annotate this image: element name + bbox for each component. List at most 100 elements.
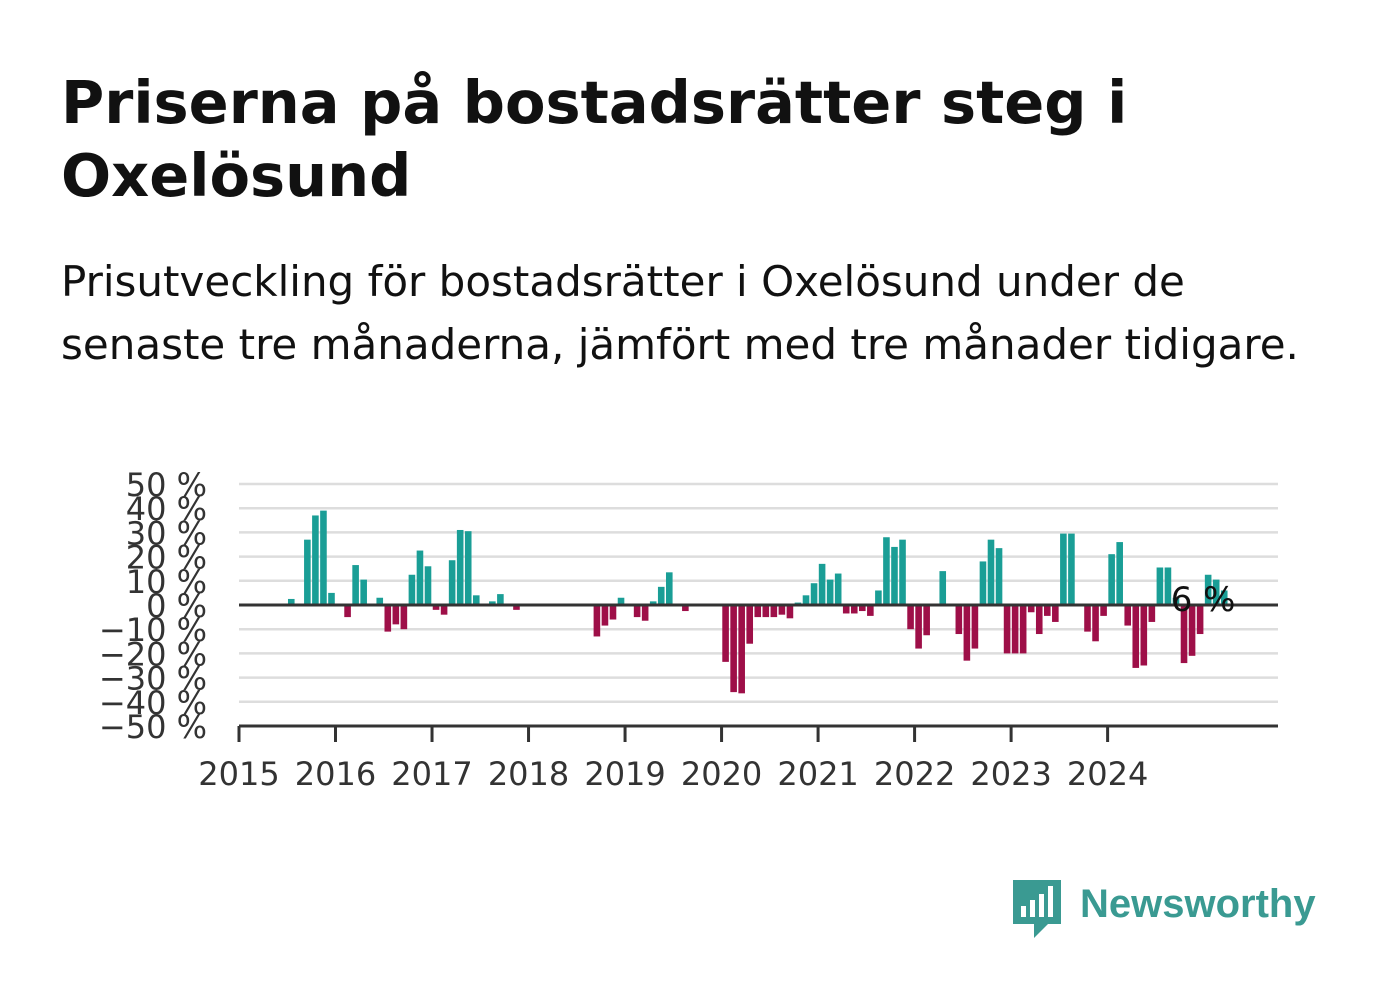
page-title: Priserna på bostadsrätter steg i Oxelösu… (61, 68, 1128, 210)
bar (1100, 605, 1107, 616)
bar (472, 595, 480, 605)
bar (641, 605, 649, 621)
bar (1140, 605, 1148, 666)
bar (915, 605, 922, 649)
y-tick-label: 40 % (126, 490, 207, 528)
bar (875, 590, 882, 605)
bar (907, 605, 914, 630)
bar (979, 561, 987, 605)
page-subtitle: Prisutveckling för bostadsrätter i Oxelö… (61, 257, 1299, 369)
bar (1011, 605, 1019, 654)
bar (1172, 597, 1180, 605)
bar (1204, 574, 1212, 605)
bar (1052, 605, 1059, 622)
bar (1124, 605, 1132, 626)
bar (432, 605, 440, 610)
annotations: 6 % (1171, 580, 1236, 620)
bar (448, 560, 456, 605)
bar (1148, 605, 1156, 622)
bar (513, 605, 520, 610)
bar (1180, 605, 1188, 664)
bar (489, 601, 496, 605)
bar (730, 605, 737, 693)
y-tick-label: −10 % (99, 611, 207, 649)
bar (867, 605, 874, 616)
bar (1220, 590, 1228, 605)
bar (987, 539, 995, 605)
bar (682, 605, 689, 612)
bar (464, 531, 472, 605)
bar (1164, 567, 1172, 605)
bar (400, 605, 408, 630)
bar (376, 597, 384, 605)
bar (456, 529, 464, 605)
bar (859, 605, 866, 612)
bar (1019, 605, 1027, 654)
newsworthy-brand: Newsworthy (1010, 878, 1330, 940)
y-tick-label: −40 % (99, 684, 207, 722)
bar (1116, 542, 1123, 605)
bar (746, 605, 754, 644)
bar (1003, 605, 1011, 654)
newsworthy-logo-icon (1013, 880, 1061, 938)
bar (891, 546, 898, 605)
bar (649, 601, 657, 605)
bar (971, 605, 979, 649)
bar (593, 605, 601, 637)
bar (360, 579, 367, 605)
bar (802, 595, 810, 605)
bar (440, 605, 448, 615)
bars (287, 510, 1228, 694)
y-tick-label: 0 % (146, 587, 207, 625)
bar (834, 573, 842, 605)
x-tick-label: 2022 (874, 755, 955, 793)
x-axis-tick-labels: 2015 2016 2017 2018 2019 2020 2021 2022 2023 2024 (198, 755, 1148, 793)
bar (850, 605, 858, 614)
bar (1212, 579, 1220, 605)
x-tick-label: 2023 (970, 755, 1051, 793)
bar (320, 510, 327, 605)
bar (1188, 605, 1196, 656)
axes (237, 603, 1278, 742)
bar (786, 605, 794, 619)
bar (1035, 605, 1043, 635)
last-value-label: 6 % (1171, 580, 1236, 620)
bar (770, 605, 778, 618)
y-tick-label: −20 % (99, 635, 207, 673)
bar (304, 539, 311, 605)
bar (1060, 533, 1067, 605)
bar (842, 605, 850, 614)
bar (963, 605, 971, 661)
bar (352, 565, 359, 605)
bar (1108, 554, 1115, 605)
y-axis-tick-labels: 50 %40 %30 %20 %10 %0 %−10 %−20 %−30 %−4… (99, 466, 207, 746)
brand-name: Newsworthy (1080, 882, 1316, 926)
bar (416, 550, 424, 605)
bar (810, 583, 818, 605)
bar (287, 598, 295, 605)
bar (601, 605, 609, 626)
bar (738, 605, 745, 694)
bar (1043, 605, 1051, 616)
y-tick-label: 20 % (126, 539, 207, 577)
y-tick-label: −30 % (99, 660, 207, 698)
bar (617, 597, 625, 605)
bar (665, 572, 673, 605)
x-tick-label: 2016 (295, 755, 376, 793)
bar (762, 605, 770, 618)
bar (1027, 605, 1035, 613)
bar (939, 571, 947, 605)
bar (328, 592, 335, 605)
y-tick-label: 50 % (126, 466, 207, 504)
bar (1084, 605, 1091, 632)
x-tick-label: 2021 (777, 755, 858, 793)
x-tick-label: 2019 (584, 755, 665, 793)
bar (344, 605, 351, 618)
bar (955, 605, 963, 635)
x-tick-label: 2018 (488, 755, 569, 793)
bar (609, 605, 617, 620)
bar (1132, 605, 1140, 668)
bar (883, 537, 890, 605)
bar (424, 566, 432, 605)
